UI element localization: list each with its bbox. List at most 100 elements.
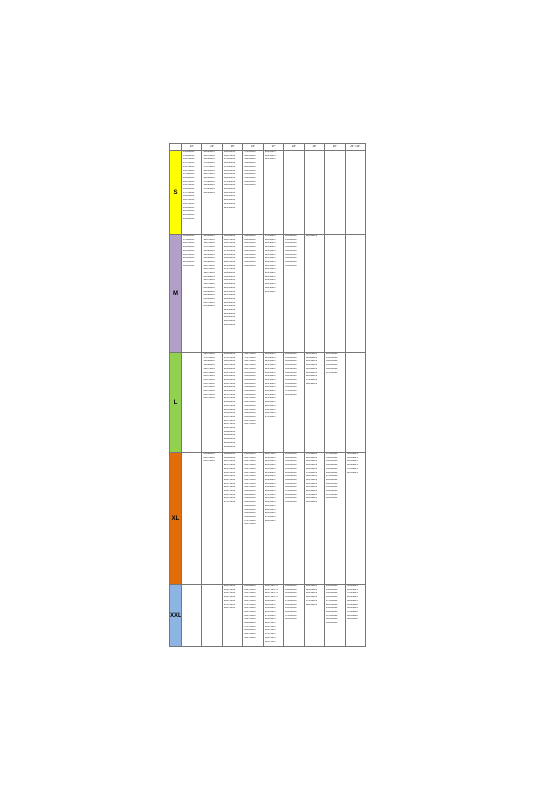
tire-size-entry: 175/70R15 — [223, 356, 236, 359]
tire-size-entry: 175/55R16 — [244, 151, 256, 154]
tire-size-entry: 225/55R17 — [264, 367, 276, 370]
tire-size-entry: 225/60R18 — [285, 471, 297, 474]
tire-size-entry: 225/75R16 — [244, 478, 256, 481]
tire-size-entry: 215/55R17 — [264, 364, 276, 367]
tire-size-entry: 295/40R19 — [305, 501, 317, 504]
tire-size-entry: 235/75R14 — [203, 460, 215, 463]
tire-size-entry: 185/65R15 — [223, 353, 236, 356]
tire-size-entry: 245/75R16 — [244, 588, 256, 591]
tire-size-entry: 205/80R14 — [203, 294, 215, 297]
tire-size-cell: 205/70R17 215/65R17 225/65R17 235/65R17 245/… — [262, 452, 285, 585]
tire-size-entry: 225/50R17 — [264, 397, 276, 400]
tire-size-entry: 225/65R16 — [244, 501, 256, 504]
tire-size-entry: 195/75R14 — [203, 367, 215, 370]
tire-size-cell: 195/65R15 185/70R15 195/70R15 205/65R15 175/… — [221, 234, 244, 353]
tire-size-entry: 215/65R17 — [264, 456, 276, 459]
tire-size-entry: 205/70R15 — [223, 460, 236, 463]
tire-size-entry: 225/45R16 — [244, 180, 256, 183]
tire-size-entry: 185/55R16 — [244, 154, 256, 157]
tire-size-entry: 205/75R15 — [223, 478, 236, 481]
tire-size-entry: 195/70R14 — [203, 283, 215, 286]
tire-size-cell: 195/70R14 175/70R14 185/80R14 195/80R14 195/… — [201, 352, 223, 453]
tire-size-entry: 205/50R15 — [223, 301, 236, 304]
tire-size-entry: 255/30R20 — [326, 364, 338, 367]
tire-size-entry: 225/70R16 — [244, 401, 256, 404]
tire-size-entry: 265/55R18 — [285, 610, 297, 613]
tire-size-entry: 225/70R15 — [223, 467, 236, 470]
tire-size-entry: 235/60R18 — [285, 585, 297, 588]
tire-size-entry: 205/45R17 — [264, 151, 276, 154]
tire-size-entry: 175/50R17 — [264, 235, 276, 238]
tire-size-entry: 255/65R16 — [244, 515, 256, 518]
tire-size-entry: 225/60R15 — [223, 312, 236, 315]
tire-size-entry: 175/70R14 — [203, 246, 215, 249]
tire-size-entry: 265/50R19 — [305, 490, 317, 493]
tire-size-entry: 155/80R13 — [183, 154, 195, 157]
tire-size-entry: 285/55R18 — [285, 618, 297, 621]
tire-size-entry: 225/35R18 — [285, 253, 297, 256]
tire-size-entry: 225/65R18 — [285, 497, 297, 500]
tire-size-entry: 275/40R22 — [346, 610, 358, 613]
tire-size-cell: 155/80R13 155/80R13 165/70R13 175/70R13 155/… — [180, 150, 203, 235]
tire-size-entry: 195/75R14 — [203, 272, 215, 275]
tire-size-entry: 225/70R14 — [203, 386, 215, 389]
tire-size-entry: 255/65R16 — [244, 415, 256, 418]
tire-size-entry: 205/80R15 — [223, 434, 236, 437]
tire-size-entry: 265/35R21 — [346, 460, 358, 463]
tire-size-entry: 195/65R14 — [203, 249, 215, 252]
tire-size-entry: 235/70R16 — [244, 408, 256, 411]
tire-size-entry: 225/40R18 — [285, 235, 297, 238]
tire-size-entry: 255/70R17 — [264, 625, 276, 628]
tire-size-entry: 275/65R17 — [264, 614, 276, 617]
size-row: S 155/80R13 155/80R13 165/70R13 175/70R13 155… — [169, 150, 366, 235]
tire-size-entry: 255/45R19 — [305, 464, 317, 467]
tire-size-cell — [324, 150, 346, 235]
tire-size-entry: 215/75R15 — [223, 482, 236, 485]
tire-size-entry: 235/70R17.5 — [264, 585, 278, 588]
tire-size-entry: 175/65R15 — [223, 249, 236, 252]
tire-size-entry: 235/45R20 — [326, 460, 338, 463]
tire-size-entry: 215/40R18 — [285, 238, 297, 241]
tire-size-entry: 205/65R15 — [223, 246, 236, 249]
tire-size-entry: 245/70R16 — [244, 464, 256, 467]
tire-size-entry: 225/45R17 — [264, 158, 276, 161]
tire-size-entry: 215/70R14 — [203, 378, 215, 381]
tire-size-entry: 285/40R20 — [326, 478, 338, 481]
rim-size-header: 17" — [262, 143, 285, 151]
tire-size-entry: 275/45R20 — [326, 493, 338, 496]
tire-size-entry: 245/60R17 — [264, 482, 276, 485]
tire-size-cell: 175/55R16 185/55R16 195/50R16 195/60R16 205/… — [242, 150, 264, 235]
tire-size-entry: 275/45R20 — [326, 614, 338, 617]
tire-size-cell: 225/45R19 235/40R19 245/35R19 255/35R19 245/… — [303, 352, 326, 453]
tire-size-entry: 175/65R15 — [223, 158, 236, 161]
tire-size-entry: 195/50R16 — [244, 158, 256, 161]
corner-cell — [169, 143, 182, 151]
tire-size-entry: 275/55R17 — [264, 493, 276, 496]
tire-size-entry: 185/75R14 — [203, 268, 215, 271]
tire-size-entry: 285/75R16 — [244, 610, 256, 613]
tire-size-cell — [344, 234, 366, 353]
tire-size-entry: 225/65R16 — [244, 382, 256, 385]
tire-size-entry: 215/55R18 — [285, 378, 297, 381]
tire-size-entry: 215/75R16 — [244, 475, 256, 478]
tire-size-entry: 215/60R15 — [223, 297, 236, 300]
tire-size-entry: 235/65R16 — [244, 508, 256, 511]
tire-size-cell — [201, 584, 223, 647]
tire-size-entry: 295/45R20 — [326, 622, 338, 625]
tire-size-entry: 185/65R13 — [183, 195, 195, 198]
tire-size-entry: 265/45R22 — [346, 607, 358, 610]
tire-size-entry: 225/50R15 — [223, 309, 236, 312]
tire-size-entry: 265/65R17 — [264, 610, 276, 613]
tire-size-entry: 165/70R15 — [223, 154, 236, 157]
rim-size-header: 13" — [180, 143, 203, 151]
tire-size-entry: 245/60R18 — [285, 478, 297, 481]
tire-size-entry: 255/50R19 — [305, 486, 317, 489]
tire-size-entry: 205/55R16 — [244, 242, 256, 245]
tire-size-entry: 185/65R15 — [223, 279, 236, 282]
tire-size-entry: 185/65R15 — [223, 184, 236, 187]
tire-size-entry: 275/60R18 — [285, 490, 297, 493]
tire-size-entry: 185/60R13 — [183, 176, 195, 179]
size-label: XXL — [169, 584, 182, 647]
tire-size-entry: 165/70R13 — [183, 169, 195, 172]
tire-size-entry: 215/45R17 — [264, 249, 276, 252]
